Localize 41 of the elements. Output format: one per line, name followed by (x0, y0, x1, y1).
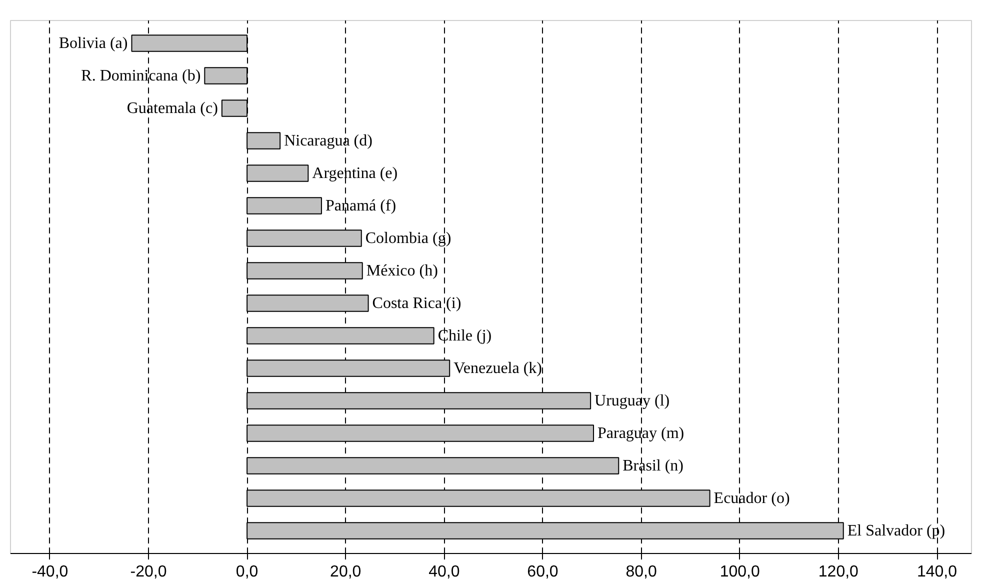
bar (246, 360, 450, 377)
bar (246, 164, 309, 182)
y-tick-label: Venezuela (k) (454, 360, 542, 377)
y-tick-label: R. Dominicana (b) (81, 67, 201, 84)
bar (246, 230, 362, 247)
bar (246, 424, 594, 442)
bar (204, 67, 248, 84)
y-tick-label: Nicaragua (d) (284, 132, 372, 150)
bar (221, 100, 248, 117)
y-tick-label: Bolivia (a) (58, 34, 128, 52)
x-tick-label: -40,0 (32, 564, 68, 580)
bar (246, 327, 434, 344)
y-tick-label: Chile (j) (438, 327, 492, 344)
bar (246, 522, 844, 540)
y-tick-label: Costa Rica (i) (372, 294, 462, 312)
y-tick-label: Colombia (g) (365, 230, 452, 247)
x-tick-label: 140,0 (916, 564, 958, 580)
y-tick-label: México (h) (366, 262, 438, 280)
bar (246, 197, 322, 214)
x-tick-label: 100,0 (720, 564, 760, 580)
x-tick-label: -20,0 (130, 564, 167, 580)
x-tick-label: 120,0 (818, 564, 859, 580)
y-tick-label: Guatemala (c) (126, 100, 218, 117)
bar (131, 34, 248, 52)
x-tick-label: 40,0 (428, 564, 460, 580)
y-tick-label: Argentina (e) (312, 164, 398, 182)
bar (246, 262, 363, 280)
x-tick-label: 20,0 (330, 564, 362, 580)
y-tick-label: Panamá (f) (325, 197, 396, 214)
y-tick-label: Brasil (n) (622, 457, 684, 474)
bar (246, 294, 369, 312)
y-tick-label: Paraguay (m) (598, 424, 684, 442)
x-tick-label: 80,0 (626, 564, 657, 580)
y-tick-label: Ecuador (o) (714, 490, 790, 507)
x-tick-label: 0,0 (236, 564, 258, 580)
bar (246, 132, 281, 150)
x-tick-label: 60,0 (527, 564, 558, 580)
bar (246, 457, 620, 474)
y-tick-label: Uruguay (l) (594, 392, 670, 410)
bar (246, 490, 710, 507)
bar (246, 392, 592, 410)
